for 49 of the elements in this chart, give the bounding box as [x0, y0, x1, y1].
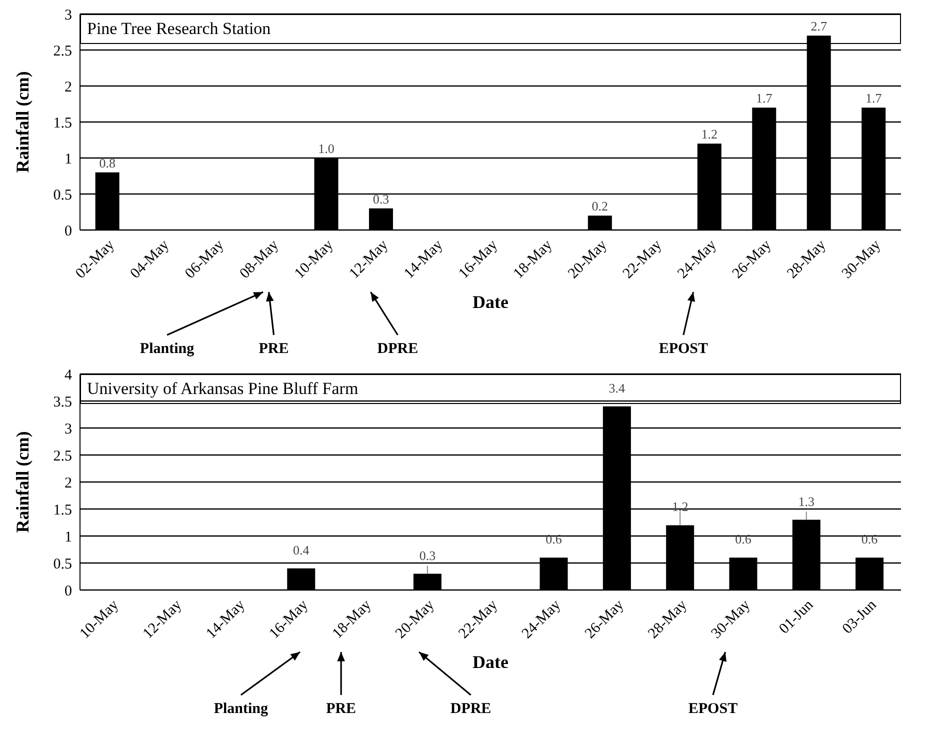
y-tick-label: 3	[64, 421, 72, 438]
bar	[287, 568, 316, 590]
y-tick-label: 3	[64, 7, 72, 24]
y-tick-label: 0	[64, 583, 72, 600]
data-label: 0.8	[99, 155, 116, 170]
data-label: 2.7	[810, 18, 828, 34]
text: DPRE	[450, 701, 492, 717]
y-tick-label: 2.5	[53, 448, 72, 464]
data-label: 0.2	[592, 198, 608, 214]
y-tick-label: 0.5	[53, 556, 72, 572]
y-axis-title: Rainfall (cm)	[12, 431, 32, 533]
y-tick-label: 3.5	[53, 394, 72, 410]
data-label: 1.7	[865, 90, 882, 106]
text: Planting	[214, 701, 268, 717]
text: EPOST	[658, 341, 708, 357]
y-tick-label: 4	[64, 367, 72, 384]
y-tick-label: 0	[64, 223, 72, 240]
data-label: 0.3	[419, 548, 436, 563]
text: PRE	[258, 341, 289, 357]
data-label: 0.3	[372, 191, 390, 206]
data-label: 0.6	[546, 532, 562, 547]
data-label: 1.2	[701, 126, 718, 142]
y-tick-label: 2	[64, 475, 72, 492]
data-label: 0.6	[861, 532, 878, 547]
y-axis-title: Rainfall (cm)	[12, 71, 32, 173]
bar	[368, 208, 393, 230]
text: DPRE	[377, 341, 418, 357]
y-tick-label: 0.5	[53, 187, 72, 204]
y-tick-label: 1.5	[53, 502, 72, 518]
y-tick-label: 1	[64, 529, 72, 546]
data-label: 0.4	[293, 542, 310, 558]
x-axis-title: Date	[472, 292, 508, 312]
y-tick-label: 2	[64, 79, 72, 96]
chart-title: University of Arkansas Pine Bluff Farm	[85, 379, 360, 399]
x-axis-title: Date	[472, 652, 508, 672]
data-label: 3.4	[608, 380, 626, 396]
y-tick-label: 1.5	[53, 115, 72, 132]
y-tick-label: 1	[64, 151, 72, 168]
bar	[588, 216, 612, 230]
data-label: 1.7	[756, 90, 773, 106]
text: Planting	[140, 341, 195, 357]
bar	[413, 574, 442, 590]
y-tick-label: 2.5	[53, 43, 72, 60]
text: PRE	[326, 701, 356, 717]
text: EPOST	[688, 701, 738, 717]
data-label: 1.0	[318, 141, 334, 156]
data-label: 1.3	[798, 494, 814, 509]
chart-title: Pine Tree Research Station	[85, 19, 273, 39]
data-label: 0.6	[735, 532, 752, 547]
